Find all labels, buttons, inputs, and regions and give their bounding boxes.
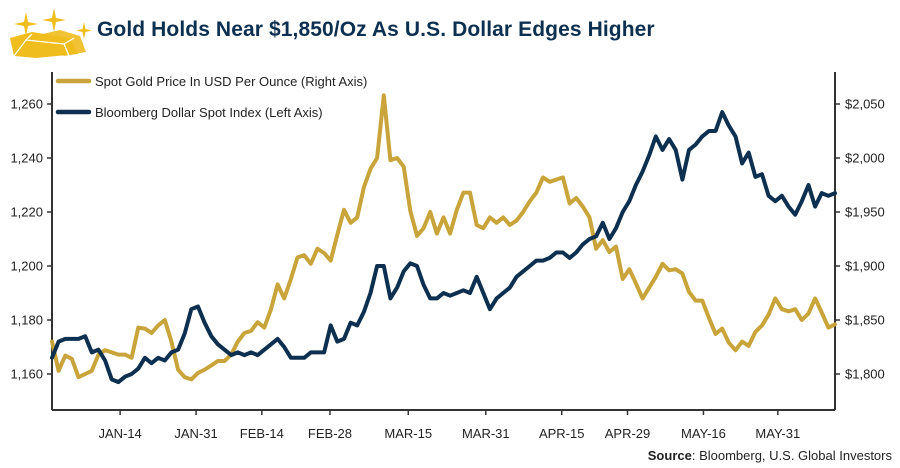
right-axis-tick-label: $2,000 bbox=[845, 151, 885, 166]
source-text: : Bloomberg, U.S. Global Investors bbox=[691, 448, 892, 463]
x-axis-tick-label: MAY-16 bbox=[681, 426, 726, 441]
x-axis-tick-label: JAN-14 bbox=[98, 426, 141, 441]
left-axis-tick-label: 1,260 bbox=[10, 97, 43, 112]
x-axis-tick-label: FEB-28 bbox=[308, 426, 352, 441]
x-axis-tick-label: MAR-31 bbox=[462, 426, 510, 441]
x-axis-tick-label: MAY-31 bbox=[755, 426, 800, 441]
legend-label-gold: Spot Gold Price In USD Per Ounce (Right … bbox=[95, 74, 367, 89]
right-axis-tick-label: $2,050 bbox=[845, 97, 885, 112]
right-axis-tick-label: $1,800 bbox=[845, 367, 885, 382]
dollar-index-line bbox=[50, 110, 837, 385]
source-label: Source bbox=[647, 448, 692, 463]
x-axis-tick-label: APR-15 bbox=[539, 426, 585, 441]
legend-label-dollar: Bloomberg Dollar Spot Index (Left Axis) bbox=[95, 105, 323, 120]
x-axis-tick-label: FEB-14 bbox=[240, 426, 284, 441]
left-axis-tick-label: 1,200 bbox=[10, 259, 43, 274]
left-axis-tick-label: 1,240 bbox=[10, 151, 43, 166]
legend: Spot Gold Price In USD Per Ounce (Right … bbox=[55, 74, 367, 120]
gold-bars-logo-icon bbox=[10, 8, 92, 59]
x-axis-tick-label: MAR-15 bbox=[384, 426, 432, 441]
left-axis-tick-label: 1,180 bbox=[10, 313, 43, 328]
chart-title: Gold Holds Near $1,850/Oz As U.S. Dollar… bbox=[97, 18, 655, 41]
right-axis-tick-label: $1,900 bbox=[845, 259, 885, 274]
left-axis-tick-label: 1,220 bbox=[10, 205, 43, 220]
right-axis-tick-label: $1,950 bbox=[845, 205, 885, 220]
source-note: Source: Bloomberg, U.S. Global Investors bbox=[648, 448, 892, 463]
right-axis-tick-label: $1,850 bbox=[845, 313, 885, 328]
left-axis-tick-label: 1,160 bbox=[10, 367, 43, 382]
gold-price-line bbox=[50, 93, 837, 382]
x-axis-tick-label: JAN-31 bbox=[174, 426, 217, 441]
x-axis-tick-label: APR-29 bbox=[605, 426, 651, 441]
